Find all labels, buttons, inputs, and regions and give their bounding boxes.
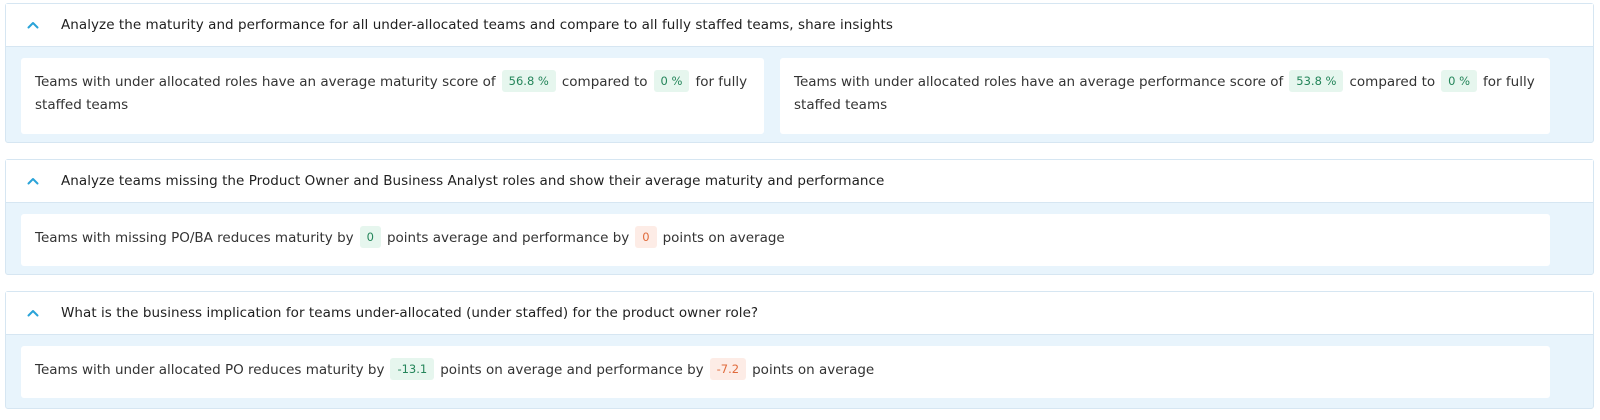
value-badge-bad: -7.2: [709, 358, 747, 380]
insight-card-performance: Teams with under allocated roles have an…: [780, 58, 1550, 134]
insight-middle: compared to: [1349, 74, 1436, 90]
value-badge-good: 53.8 %: [1289, 70, 1344, 92]
insight-suffix: for fully staffed teams: [35, 74, 748, 113]
insight-suffix: for fully staffed teams: [794, 74, 1535, 113]
insight-prefix: Teams with under allocated PO reduces ma…: [35, 362, 385, 378]
insight-card-po: Teams with under allocated PO reduces ma…: [21, 346, 1550, 398]
insight-prefix: Teams with under allocated roles have an…: [35, 74, 496, 90]
insight-prefix: Teams with missing PO/BA reduces maturit…: [35, 230, 354, 246]
insight-panel-3: What is the business implication for tea…: [5, 291, 1594, 409]
insight-middle: points average and performance by: [386, 230, 630, 246]
insight-card-po-ba: Teams with missing PO/BA reduces maturit…: [21, 214, 1550, 266]
chevron-up-icon[interactable]: [27, 307, 39, 319]
question-text: What is the business implication for tea…: [61, 305, 759, 321]
insight-panel-2: Analyze teams missing the Product Owner …: [5, 159, 1594, 275]
chevron-up-icon[interactable]: [27, 19, 39, 31]
question-text: Analyze the maturity and performance for…: [61, 17, 893, 33]
panel-body-2: Teams with missing PO/BA reduces maturit…: [21, 214, 1578, 266]
chevron-up-icon[interactable]: [27, 175, 39, 187]
value-badge-good: 0 %: [653, 70, 690, 92]
insight-prefix: Teams with under allocated roles have an…: [794, 74, 1284, 90]
insight-middle: compared to: [561, 74, 648, 90]
panel-header-3[interactable]: What is the business implication for tea…: [6, 292, 1593, 335]
insight-suffix: points on average: [752, 362, 875, 378]
insight-suffix: points on average: [662, 230, 785, 246]
panel-header-2[interactable]: Analyze teams missing the Product Owner …: [6, 160, 1593, 203]
panel-header-1[interactable]: Analyze the maturity and performance for…: [6, 4, 1593, 47]
value-badge-good: -13.1: [390, 358, 435, 380]
value-badge-good: 0: [359, 226, 381, 248]
insight-panel-1: Analyze the maturity and performance for…: [5, 3, 1594, 143]
question-text: Analyze teams missing the Product Owner …: [61, 173, 885, 189]
insight-card-maturity: Teams with under allocated roles have an…: [21, 58, 764, 134]
value-badge-good: 0 %: [1441, 70, 1478, 92]
panel-body-3: Teams with under allocated PO reduces ma…: [21, 346, 1578, 398]
panel-body-1: Teams with under allocated roles have an…: [21, 58, 1578, 134]
insight-middle: points on average and performance by: [440, 362, 704, 378]
value-badge-bad: 0: [635, 226, 657, 248]
value-badge-good: 56.8 %: [501, 70, 556, 92]
